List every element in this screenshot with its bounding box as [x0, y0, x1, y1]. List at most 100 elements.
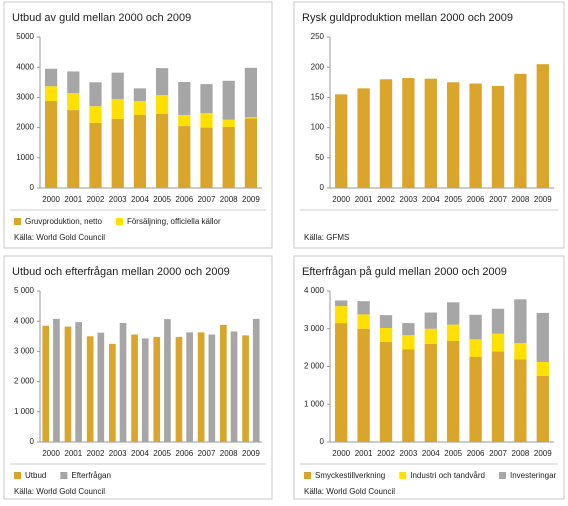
- x-tick-label: 2003: [400, 449, 418, 458]
- panel: [293, 255, 565, 500]
- y-tick-label: 250: [311, 32, 325, 41]
- bar-segment: [357, 301, 370, 315]
- bar: [153, 336, 161, 442]
- bar-segment: [536, 361, 549, 376]
- bar-segment: [44, 101, 58, 188]
- bar: [242, 335, 249, 442]
- bar-segment: [402, 323, 415, 336]
- x-tick-label: 2000: [42, 449, 60, 458]
- x-tick-label: 2005: [153, 449, 171, 458]
- bar-segment: [379, 327, 393, 342]
- bar-segment: [402, 349, 415, 442]
- x-tick-label: 2009: [534, 449, 552, 458]
- bar: [141, 338, 149, 442]
- bar-segment: [514, 359, 527, 442]
- x-tick-label: 2006: [467, 195, 485, 204]
- bar-segment: [536, 375, 549, 442]
- legend-label: Investeringar: [510, 471, 557, 480]
- bar-segment: [469, 356, 482, 442]
- bar-segment: [111, 99, 124, 119]
- y-tick-label: 200: [311, 62, 325, 71]
- bar-segment: [424, 312, 437, 329]
- bar-segment: [178, 126, 191, 188]
- y-tick-label: 2 000: [304, 362, 325, 371]
- bar: [53, 318, 60, 442]
- legend-swatch: [304, 472, 311, 479]
- x-tick-label: 2000: [332, 449, 350, 458]
- chart-title: Rysk guldproduktion mellan 2000 och 2009: [302, 12, 513, 24]
- bar-segment: [111, 118, 124, 188]
- x-tick-label: 2005: [444, 449, 462, 458]
- bar-segment: [44, 86, 58, 102]
- bar-segment: [200, 127, 213, 188]
- x-tick-label: 2004: [422, 449, 440, 458]
- legend-label: Utbud: [25, 471, 46, 480]
- y-tick-label: 3 000: [14, 347, 35, 356]
- bar: [252, 318, 260, 442]
- bar-segment: [222, 119, 235, 127]
- bar-segment: [335, 300, 348, 307]
- x-tick-label: 2000: [332, 195, 350, 204]
- bar: [208, 334, 216, 442]
- bar: [109, 343, 116, 442]
- bar: [119, 323, 127, 442]
- y-tick-label: 5 000: [14, 286, 35, 295]
- x-tick-label: 2007: [489, 449, 507, 458]
- bar-segment: [89, 122, 102, 188]
- bar-segment: [514, 299, 527, 344]
- bar: [186, 332, 193, 442]
- legend-label: Efterfrågan: [71, 471, 111, 480]
- chart-title: Utbud och efterfrågan mellan 2000 och 20…: [12, 266, 230, 278]
- bar-segment: [536, 64, 549, 188]
- y-tick-label: 3000: [16, 93, 34, 102]
- bar-segment: [133, 114, 147, 188]
- legend-swatch: [498, 472, 506, 479]
- legend-swatch: [14, 472, 21, 479]
- chart-title: Utbud av guld mellan 2000 och 2009: [12, 12, 191, 24]
- bar-segment: [133, 88, 147, 102]
- bar-segment: [402, 78, 415, 188]
- panel: [3, 255, 273, 500]
- bar-segment: [536, 312, 549, 362]
- bar-segment: [379, 315, 393, 328]
- x-tick-label: 2000: [42, 195, 60, 204]
- bar-segment: [357, 314, 370, 329]
- x-tick-label: 2004: [131, 195, 149, 204]
- bar-segment: [491, 351, 505, 442]
- panel: [293, 1, 565, 249]
- y-tick-label: 2 000: [14, 377, 35, 386]
- x-tick-label: 2002: [377, 195, 395, 204]
- y-tick-label: 1 000: [14, 407, 35, 416]
- bar-segment: [469, 83, 482, 188]
- x-tick-label: 2006: [175, 195, 193, 204]
- x-tick-label: 2004: [422, 195, 440, 204]
- bar-segment: [244, 67, 258, 118]
- bar-segment: [491, 85, 505, 188]
- y-tick-label: 4 000: [304, 286, 325, 295]
- bar: [175, 336, 183, 442]
- bar-segment: [244, 117, 258, 119]
- y-tick-label: 0: [30, 183, 35, 192]
- bar: [97, 332, 105, 442]
- x-tick-label: 2003: [109, 449, 127, 458]
- bar-segment: [379, 341, 393, 442]
- y-tick-label: 100: [311, 123, 325, 132]
- y-tick-label: 4 000: [14, 316, 35, 325]
- bar: [230, 331, 238, 442]
- y-tick-label: 5000: [16, 32, 34, 41]
- x-tick-label: 2001: [64, 449, 82, 458]
- panel: [3, 1, 273, 249]
- bar-segment: [200, 84, 213, 114]
- bar-segment: [133, 101, 147, 115]
- bar-segment: [222, 126, 235, 188]
- bar: [86, 336, 94, 442]
- bar-segment: [357, 328, 370, 442]
- bar-segment: [111, 72, 124, 100]
- x-tick-label: 2003: [109, 195, 127, 204]
- legend-label: Industri och tandvård: [410, 471, 485, 480]
- x-tick-label: 2009: [242, 449, 260, 458]
- x-tick-label: 2006: [467, 449, 485, 458]
- bar-segment: [424, 78, 437, 188]
- bar-segment: [67, 110, 80, 188]
- bar-segment: [67, 71, 80, 94]
